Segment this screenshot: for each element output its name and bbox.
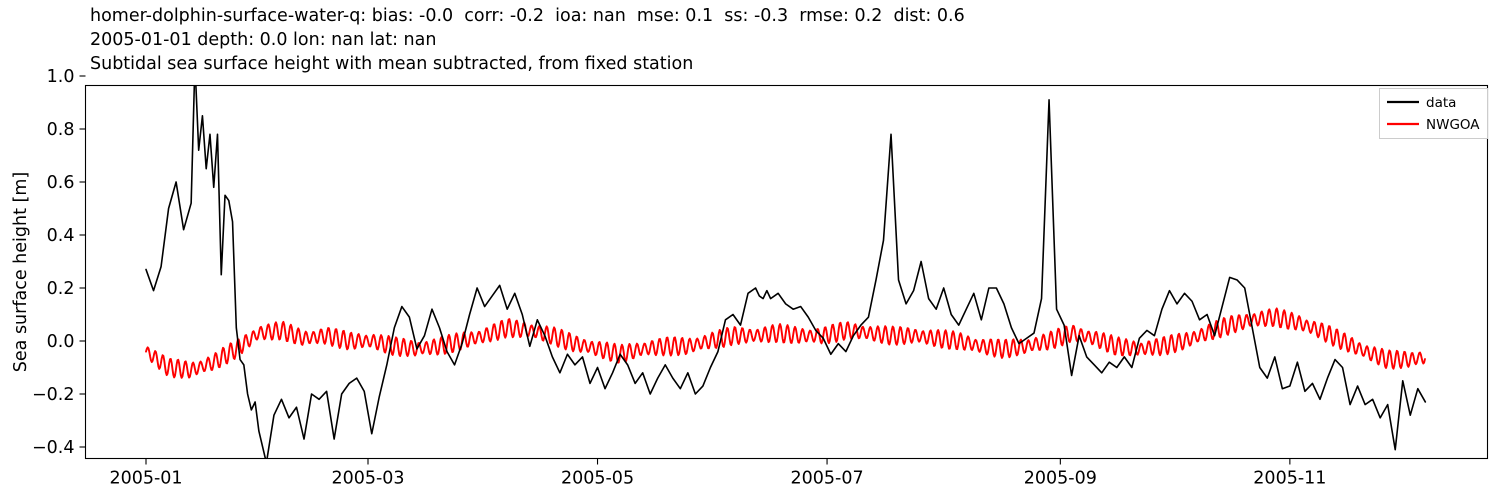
legend: data NWGOA xyxy=(1379,88,1488,139)
legend-label-data: data xyxy=(1426,95,1456,111)
y-tick-label: 0.4 xyxy=(47,226,75,246)
title-line-meta: 2005-01-01 depth: 0.0 lon: nan lat: nan xyxy=(90,30,437,50)
title-line-description: Subtidal sea surface height with mean su… xyxy=(90,54,694,74)
x-tick-label: 2005-11 xyxy=(1253,469,1326,489)
legend-box xyxy=(1379,88,1488,139)
x-tick-label: 2005-05 xyxy=(561,469,634,489)
x-axis-ticks: 2005-01 2005-03 2005-05 2005-07 2005-09 2005-… xyxy=(109,458,1326,489)
y-tick-label: 0.0 xyxy=(47,332,75,352)
legend-label-nwgoa: NWGOA xyxy=(1426,117,1480,133)
x-tick-label: 2005-01 xyxy=(109,469,182,489)
series-line-nwgoa xyxy=(145,307,1426,379)
x-tick-label: 2005-07 xyxy=(790,469,863,489)
y-tick-label: −0.4 xyxy=(32,438,75,458)
y-tick-label: −0.2 xyxy=(32,385,75,405)
y-tick-label: 0.6 xyxy=(47,173,75,193)
title-line-stats: homer-dolphin-surface-water-q: bias: -0.… xyxy=(90,6,965,26)
y-tick-label: 0.8 xyxy=(47,120,75,140)
y-tick-label: 1.0 xyxy=(47,67,75,87)
y-axis-label: Sea surface height [m] xyxy=(11,172,31,372)
x-tick-label: 2005-03 xyxy=(331,469,404,489)
y-axis-ticks: −0.4 −0.2 0.0 0.2 0.4 0.6 0.8 1.0 xyxy=(32,67,86,458)
series-line-data xyxy=(145,86,1427,458)
x-tick-label: 2005-09 xyxy=(1024,469,1097,489)
y-tick-label: 0.2 xyxy=(47,279,75,299)
figure-title-block: homer-dolphin-surface-water-q: bias: -0.… xyxy=(90,4,1490,76)
plot-frame xyxy=(84,84,1489,460)
